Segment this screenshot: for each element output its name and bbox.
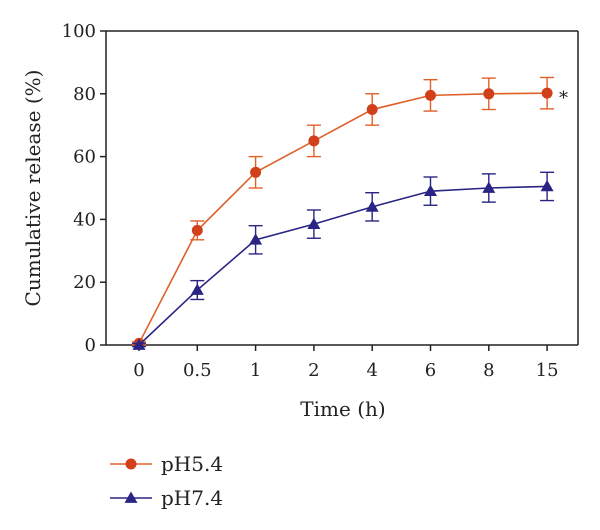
legend-item: pH7.4 bbox=[110, 486, 223, 510]
data-point bbox=[365, 200, 379, 212]
y-tick-label: 20 bbox=[73, 272, 96, 293]
x-tick-label: 0 bbox=[133, 360, 144, 381]
data-point bbox=[191, 224, 203, 236]
data-point bbox=[249, 233, 263, 245]
series-ph7-4 bbox=[132, 171, 555, 350]
series-line bbox=[138, 185, 548, 346]
data-point bbox=[483, 88, 495, 100]
x-tick-label: 4 bbox=[366, 360, 377, 381]
y-tick-label: 80 bbox=[73, 84, 96, 105]
axes: 0 20 40 60 80 100 0 0.5 1 2 4 6 8 15 bbox=[62, 21, 579, 381]
y-tick-label: 0 bbox=[85, 335, 96, 356]
series-line bbox=[138, 92, 548, 344]
data-point bbox=[132, 338, 146, 350]
y-axis-title: Cumulative release (%) bbox=[21, 70, 45, 307]
y-tick-label: 60 bbox=[73, 147, 96, 168]
data-point bbox=[190, 283, 204, 295]
data-point bbox=[482, 181, 496, 193]
data-point bbox=[540, 179, 554, 192]
series-ph5-4 bbox=[132, 76, 555, 349]
series-group bbox=[132, 76, 555, 350]
x-axis-title: Time (h) bbox=[300, 397, 385, 421]
data-point bbox=[307, 217, 321, 229]
data-point bbox=[424, 184, 437, 197]
legend-item: pH5.4 bbox=[110, 452, 223, 476]
x-tick-label: 8 bbox=[483, 360, 494, 381]
x-tick-label: 1 bbox=[250, 360, 261, 381]
data-point bbox=[425, 89, 436, 101]
significance-annotation: * bbox=[559, 88, 568, 109]
data-point bbox=[308, 135, 320, 147]
legend-marker bbox=[125, 458, 137, 470]
x-tick-label: 6 bbox=[425, 360, 436, 381]
y-tick-label: 40 bbox=[73, 209, 96, 230]
data-point bbox=[250, 166, 262, 178]
x-tick-label: 0.5 bbox=[183, 360, 212, 381]
data-point bbox=[366, 104, 378, 115]
legend-label: pH7.4 bbox=[161, 486, 223, 510]
x-tick-label: 15 bbox=[536, 360, 559, 381]
legend: pH5.4 pH7.4 bbox=[110, 452, 223, 510]
data-point bbox=[541, 87, 553, 99]
legend-label: pH5.4 bbox=[161, 452, 223, 476]
y-tick-label: 100 bbox=[62, 21, 96, 42]
legend-marker bbox=[124, 491, 138, 503]
x-tick-label: 2 bbox=[308, 360, 319, 381]
